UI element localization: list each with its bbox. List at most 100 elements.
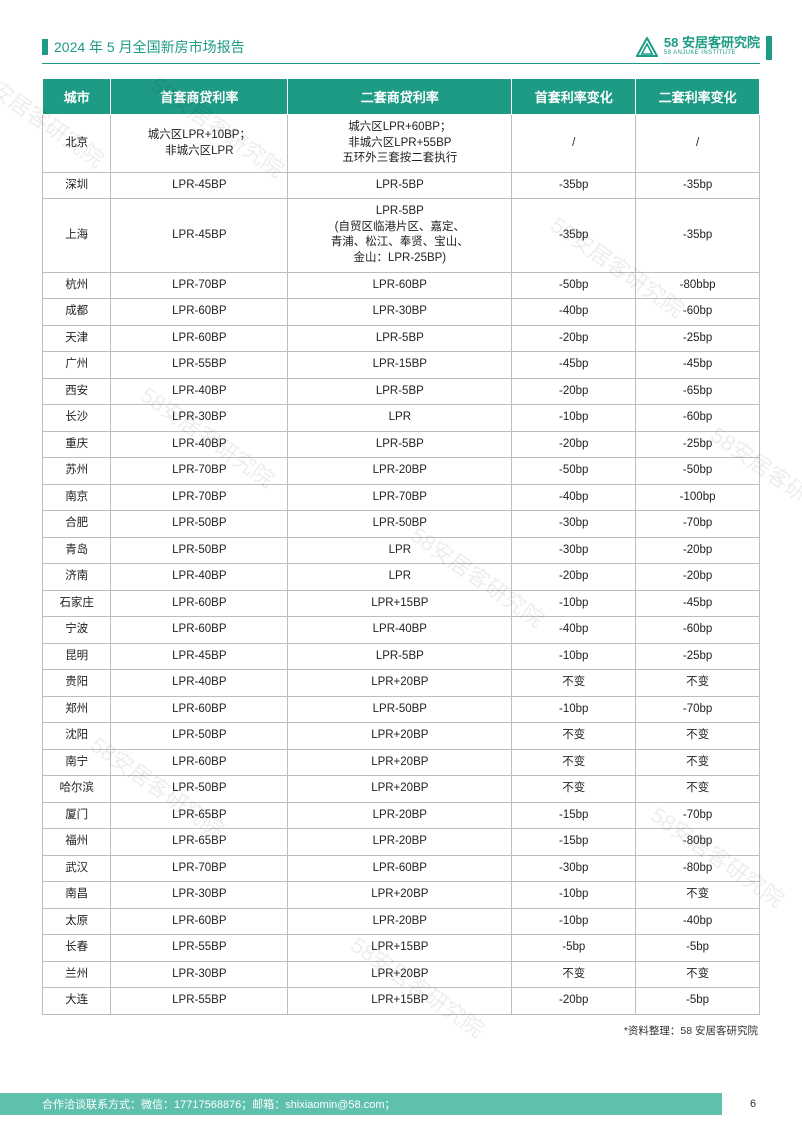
table-cell: LPR-70BP	[111, 484, 288, 511]
table-cell: 西安	[43, 378, 111, 405]
table-cell: /	[636, 115, 760, 173]
table-cell: LPR-5BP	[288, 325, 512, 352]
table-cell: 不变	[512, 776, 636, 803]
table-cell: LPR-30BP	[288, 299, 512, 326]
table-cell: LPR+15BP	[288, 988, 512, 1015]
header-corner-accent	[766, 36, 772, 60]
table-row: 杭州LPR-70BPLPR-60BP-50bp-80bbp	[43, 272, 760, 299]
table-cell: LPR	[288, 537, 512, 564]
table-cell: 青岛	[43, 537, 111, 564]
table-row: 哈尔滨LPR-50BPLPR+20BP不变不变	[43, 776, 760, 803]
table-cell: 不变	[636, 961, 760, 988]
table-cell: LPR-20BP	[288, 829, 512, 856]
table-cell: -80bp	[636, 829, 760, 856]
table-cell: -10bp	[512, 590, 636, 617]
table-cell: -40bp	[512, 299, 636, 326]
table-row: 长春LPR-55BPLPR+15BP-5bp-5bp	[43, 935, 760, 962]
table-row: 昆明LPR-45BPLPR-5BP-10bp-25bp	[43, 643, 760, 670]
table-row: 合肥LPR-50BPLPR-50BP-30bp-70bp	[43, 511, 760, 538]
table-cell: -25bp	[636, 325, 760, 352]
table-cell: -5bp	[636, 935, 760, 962]
table-cell: LPR-60BP	[111, 617, 288, 644]
table-cell: 石家庄	[43, 590, 111, 617]
table-row: 武汉LPR-70BPLPR-60BP-30bp-80bp	[43, 855, 760, 882]
table-cell: -80bp	[636, 855, 760, 882]
table-cell: 厦门	[43, 802, 111, 829]
table-row: 重庆LPR-40BPLPR-5BP-20bp-25bp	[43, 431, 760, 458]
table-cell: LPR-45BP	[111, 643, 288, 670]
table-cell: LPR-70BP	[288, 484, 512, 511]
table-cell: -35bp	[636, 172, 760, 199]
table-cell: LPR-50BP	[111, 723, 288, 750]
table-cell: -5bp	[512, 935, 636, 962]
table-cell: 长春	[43, 935, 111, 962]
table-cell: LPR-55BP	[111, 935, 288, 962]
table-cell: LPR-5BP	[288, 378, 512, 405]
table-cell: -15bp	[512, 802, 636, 829]
table-cell: -40bp	[512, 484, 636, 511]
source-note: *资料整理：58 安居客研究院	[42, 1023, 760, 1038]
table-cell: -30bp	[512, 511, 636, 538]
table-cell: -50bp	[512, 458, 636, 485]
table-row: 石家庄LPR-60BPLPR+15BP-10bp-45bp	[43, 590, 760, 617]
table-cell: LPR-60BP	[111, 590, 288, 617]
table-cell: LPR-40BP	[111, 564, 288, 591]
table-body: 北京城六区LPR+10BP； 非城六区LPR城六区LPR+60BP； 非城六区L…	[43, 115, 760, 1015]
table-row: 厦门LPR-65BPLPR-20BP-15bp-70bp	[43, 802, 760, 829]
table-cell: LPR-30BP	[111, 961, 288, 988]
logo-text: 58 安居客研究院 58 ANJUKE INSTITUTE	[664, 36, 760, 57]
table-cell: 不变	[636, 723, 760, 750]
table-row: 宁波LPR-60BPLPR-40BP-40bp-60bp	[43, 617, 760, 644]
table-cell: -5bp	[636, 988, 760, 1015]
table-cell: -20bp	[636, 537, 760, 564]
table-cell: LPR	[288, 405, 512, 432]
table-row: 青岛LPR-50BPLPR-30bp-20bp	[43, 537, 760, 564]
table-cell: -40bp	[636, 908, 760, 935]
table-cell: 大连	[43, 988, 111, 1015]
table-cell: 沈阳	[43, 723, 111, 750]
table-cell: -20bp	[512, 431, 636, 458]
table-cell: -70bp	[636, 696, 760, 723]
table-row: 南宁LPR-60BPLPR+20BP不变不变	[43, 749, 760, 776]
table-cell: LPR+20BP	[288, 670, 512, 697]
table-cell: 北京	[43, 115, 111, 173]
table-cell: 城六区LPR+10BP； 非城六区LPR	[111, 115, 288, 173]
table-cell: 南昌	[43, 882, 111, 909]
table-cell: LPR-70BP	[111, 272, 288, 299]
table-cell: LPR-60BP	[288, 272, 512, 299]
table-cell: -50bp	[636, 458, 760, 485]
report-title: 2024 年 5 月全国新房市场报告	[54, 37, 245, 57]
table-cell: -10bp	[512, 643, 636, 670]
table-cell: LPR+20BP	[288, 749, 512, 776]
table-cell: LPR-45BP	[111, 199, 288, 272]
table-cell: LPR-30BP	[111, 882, 288, 909]
table-cell: -60bp	[636, 299, 760, 326]
table-cell: LPR+20BP	[288, 961, 512, 988]
table-cell: -20bp	[636, 564, 760, 591]
table-cell: -80bbp	[636, 272, 760, 299]
table-head: 城市首套商贷利率二套商贷利率首套利率变化二套利率变化	[43, 79, 760, 115]
table-cell: LPR-15BP	[288, 352, 512, 379]
table-cell: 宁波	[43, 617, 111, 644]
table-header-cell: 二套商贷利率	[288, 79, 512, 115]
table-cell: 上海	[43, 199, 111, 272]
table-cell: 福州	[43, 829, 111, 856]
table-row: 太原LPR-60BPLPR-20BP-10bp-40bp	[43, 908, 760, 935]
table-row: 成都LPR-60BPLPR-30BP-40bp-60bp	[43, 299, 760, 326]
table-cell: -60bp	[636, 617, 760, 644]
table-cell: LPR-55BP	[111, 352, 288, 379]
table-row: 上海LPR-45BPLPR-5BP (自贸区临港片区、嘉定、 青浦、松江、奉贤、…	[43, 199, 760, 272]
table-cell: LPR-50BP	[288, 511, 512, 538]
table-cell: 南京	[43, 484, 111, 511]
table-row: 广州LPR-55BPLPR-15BP-45bp-45bp	[43, 352, 760, 379]
footer-contact: 合作洽谈联系方式：微信：17717568876；邮箱：shixiaomin@58…	[0, 1093, 722, 1115]
table-cell: -10bp	[512, 405, 636, 432]
table-cell: -20bp	[512, 378, 636, 405]
table-cell: -60bp	[636, 405, 760, 432]
table-cell: -45bp	[636, 352, 760, 379]
table-cell: -65bp	[636, 378, 760, 405]
table-cell: LPR-40BP	[111, 670, 288, 697]
table-cell: LPR-5BP	[288, 643, 512, 670]
table-row: 南昌LPR-30BPLPR+20BP-10bp不变	[43, 882, 760, 909]
table-cell: LPR+20BP	[288, 776, 512, 803]
